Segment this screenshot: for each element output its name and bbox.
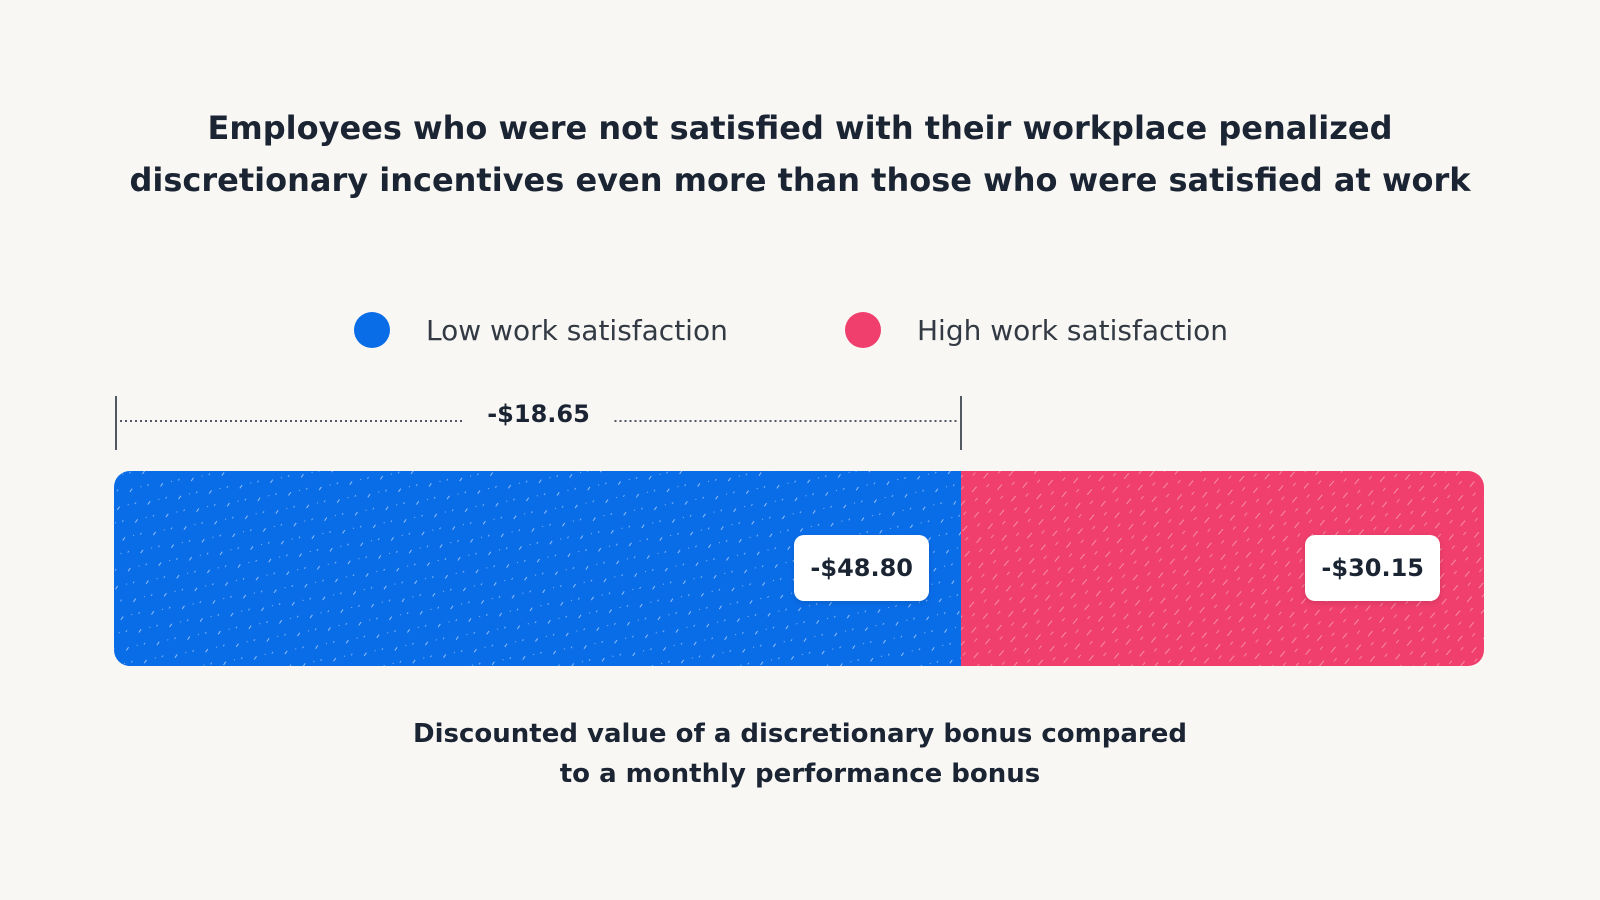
difference-label: -$18.65 <box>468 400 609 428</box>
chart-title: Employees who were not satisfied with th… <box>129 109 1471 199</box>
legend-label-low: Low work satisfaction <box>426 313 728 347</box>
value-label-high: -$30.15 <box>1305 535 1440 601</box>
legend-item-low-satisfaction: Low work satisfaction <box>354 309 728 351</box>
legend-swatch-high <box>845 312 881 348</box>
bar-segment-low-satisfaction: -$48.80 <box>114 471 961 666</box>
caption-line-2: to a monthly performance bonus <box>559 759 1041 789</box>
caption-line-1: Discounted value of a discretionary bonu… <box>413 719 1187 749</box>
bar-segment-high-satisfaction: -$30.15 <box>961 471 1484 666</box>
value-label-low: -$48.80 <box>794 535 929 601</box>
legend-item-high-satisfaction: High work satisfaction <box>845 309 1228 351</box>
legend-swatch-low <box>354 312 390 348</box>
stacked-bar: -$48.80 -$30.15 <box>114 471 1484 666</box>
legend-label-high: High work satisfaction <box>917 313 1229 347</box>
chart-caption: Discounted value of a discretionary bonu… <box>300 714 1300 794</box>
